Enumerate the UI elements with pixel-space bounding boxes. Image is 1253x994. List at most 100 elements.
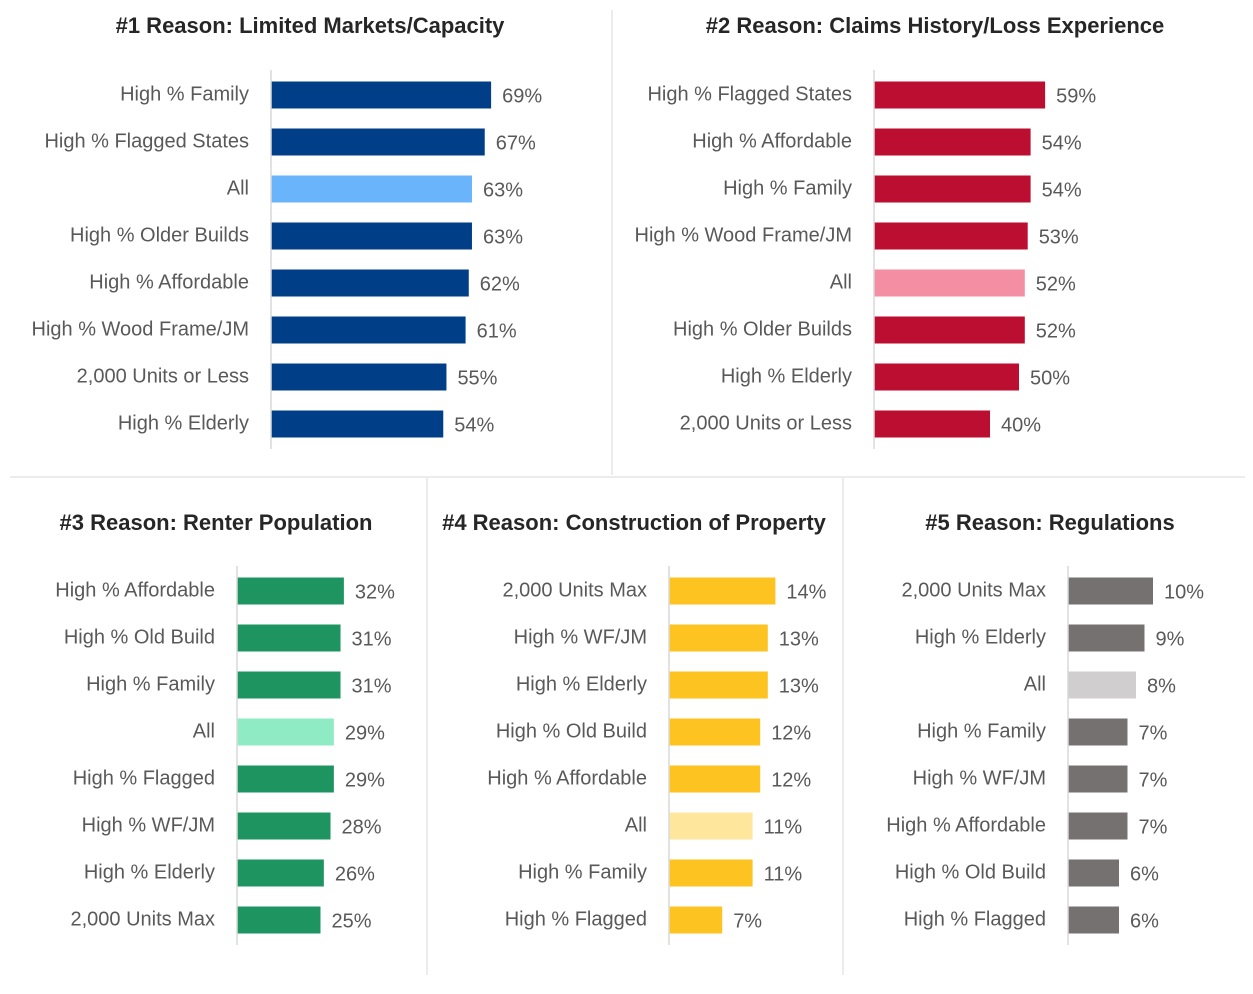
category-label: 2,000 Units or Less — [680, 412, 852, 434]
bar — [271, 128, 485, 156]
value-label: 50% — [1030, 367, 1070, 389]
category-label: High % Affordable — [89, 271, 249, 293]
bar — [237, 765, 334, 793]
bar — [874, 410, 990, 438]
bar — [669, 624, 768, 652]
value-label: 11% — [764, 863, 803, 885]
category-label: High % WF/JM — [913, 767, 1046, 789]
category-label: High % Old Build — [64, 626, 215, 648]
value-label: 26% — [335, 863, 375, 885]
category-label: All — [1024, 673, 1046, 695]
bar — [271, 222, 472, 250]
category-label: High % Older Builds — [673, 318, 852, 340]
category-label: High % Wood Frame/JM — [635, 224, 852, 246]
bar — [874, 175, 1031, 203]
category-label: High % Elderly — [915, 626, 1046, 648]
value-label: 28% — [342, 816, 382, 838]
category-label: High % Flagged — [73, 767, 215, 789]
value-label: 61% — [477, 320, 517, 342]
bar — [874, 128, 1031, 156]
value-label: 63% — [483, 179, 523, 201]
bar — [669, 859, 753, 887]
category-label: High % Affordable — [487, 767, 647, 789]
bar — [237, 718, 334, 746]
bar — [237, 859, 324, 887]
value-label: 12% — [771, 722, 811, 744]
value-label: 62% — [480, 273, 520, 295]
category-label: High % Flagged — [904, 908, 1046, 930]
value-label: 8% — [1147, 675, 1176, 697]
bar — [1068, 671, 1136, 699]
category-label: All — [227, 177, 249, 199]
category-label: High % Family — [917, 720, 1046, 742]
bar — [271, 269, 469, 297]
bar — [1068, 624, 1145, 652]
category-label: High % WF/JM — [514, 626, 647, 648]
bar — [1068, 718, 1128, 746]
value-label: 53% — [1039, 226, 1079, 248]
bar — [271, 316, 466, 344]
value-label: 54% — [454, 414, 494, 436]
bar — [237, 906, 321, 934]
category-label: High % Flagged — [505, 908, 647, 930]
bar — [669, 671, 768, 699]
value-label: 7% — [1139, 769, 1168, 791]
value-label: 10% — [1164, 581, 1204, 603]
category-label: High % Family — [120, 83, 249, 105]
bar — [1068, 906, 1119, 934]
value-label: 6% — [1130, 863, 1159, 885]
value-label: 14% — [786, 581, 826, 603]
value-label: 12% — [771, 769, 811, 791]
category-label: 2,000 Units Max — [901, 579, 1046, 601]
value-label: 52% — [1036, 320, 1076, 342]
value-label: 7% — [1139, 816, 1168, 838]
category-label: High % Family — [723, 177, 852, 199]
category-label: High % Wood Frame/JM — [32, 318, 249, 340]
value-label: 7% — [1139, 722, 1168, 744]
bar — [1068, 577, 1153, 605]
bar — [874, 363, 1019, 391]
bar — [669, 718, 761, 746]
bar — [271, 81, 492, 109]
value-label: 55% — [457, 367, 497, 389]
category-label: All — [625, 814, 647, 836]
category-label: 2,000 Units Max — [502, 579, 647, 601]
category-label: High % Elderly — [84, 861, 215, 883]
bar — [874, 222, 1028, 250]
category-label: High % Affordable — [886, 814, 1046, 836]
bar — [874, 269, 1025, 297]
value-label: 31% — [352, 628, 392, 650]
value-label: 40% — [1001, 414, 1041, 436]
bar — [271, 363, 447, 391]
value-label: 13% — [779, 675, 819, 697]
bar — [1068, 812, 1128, 840]
bar — [669, 812, 753, 840]
value-label: 32% — [355, 581, 395, 603]
value-label: 29% — [345, 769, 385, 791]
value-label: 29% — [345, 722, 385, 744]
category-label: 2,000 Units or Less — [77, 365, 249, 387]
chart-title: #5 Reason: Regulations — [925, 510, 1174, 535]
value-label: 52% — [1036, 273, 1076, 295]
value-label: 59% — [1056, 85, 1096, 107]
value-label: 9% — [1156, 628, 1185, 650]
value-label: 25% — [332, 910, 372, 932]
bar — [237, 624, 341, 652]
bar — [271, 175, 472, 203]
category-label: High % Elderly — [516, 673, 647, 695]
value-label: 63% — [483, 226, 523, 248]
value-label: 7% — [733, 910, 762, 932]
category-label: High % WF/JM — [82, 814, 215, 836]
category-label: All — [830, 271, 852, 293]
bar — [1068, 859, 1119, 887]
chart-title: #4 Reason: Construction of Property — [442, 510, 827, 535]
category-label: 2,000 Units Max — [70, 908, 215, 930]
category-label: High % Elderly — [118, 412, 249, 434]
category-label: High % Older Builds — [70, 224, 249, 246]
value-label: 31% — [352, 675, 392, 697]
bar — [874, 316, 1025, 344]
category-label: High % Flagged States — [44, 130, 249, 152]
bar — [271, 410, 444, 438]
category-label: High % Affordable — [55, 579, 215, 601]
